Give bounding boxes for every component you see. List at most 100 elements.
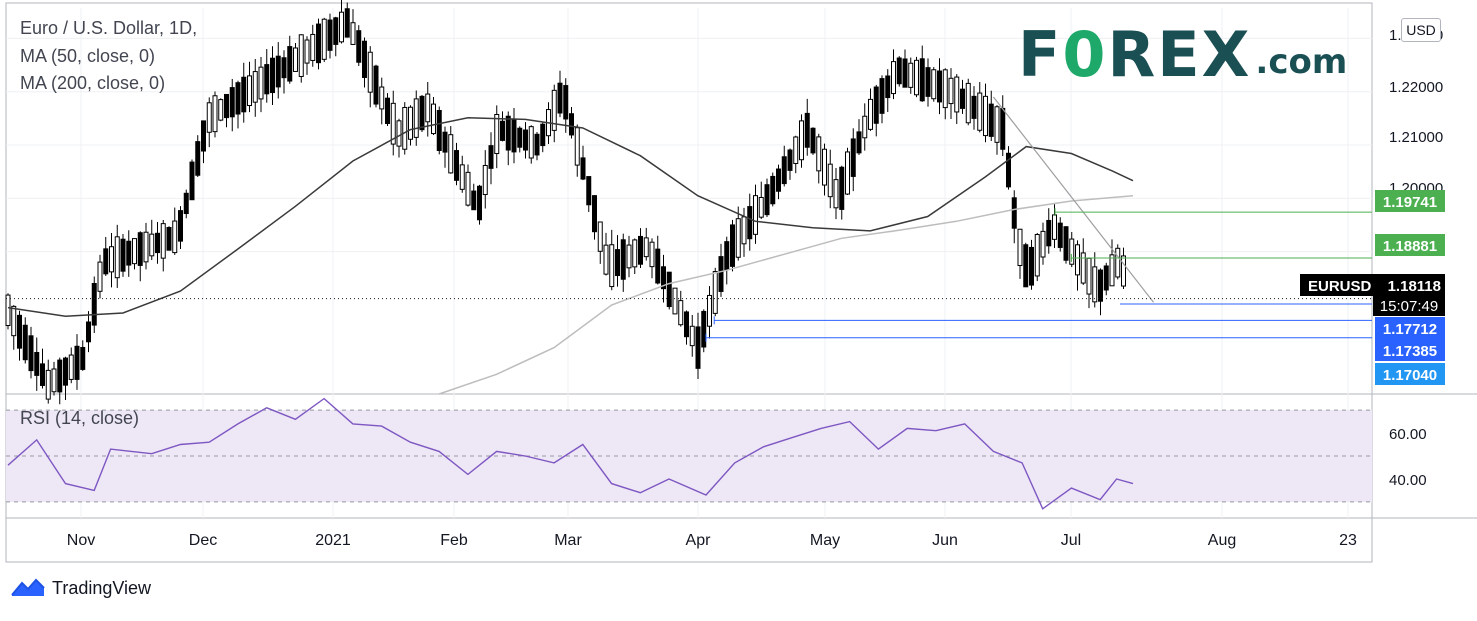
candle-up (753, 195, 758, 235)
candle-up (68, 354, 74, 380)
candle-up (1040, 230, 1046, 258)
candle-down (810, 127, 816, 154)
current-price-symbol: EURUSD (1308, 278, 1372, 295)
tradingview-branding[interactable]: TradingView (10, 577, 151, 599)
candle-up (822, 148, 827, 186)
candle-up (983, 95, 988, 137)
candle-down (569, 113, 574, 136)
legend-rsi: RSI (14, close) (20, 408, 140, 428)
candle-down (896, 57, 902, 85)
candle-down (638, 235, 643, 265)
candle-up (632, 239, 638, 268)
candle-down (189, 161, 195, 201)
candle-up (597, 221, 603, 252)
candle-up (494, 114, 500, 155)
candle-down (695, 326, 701, 369)
candle-down (517, 127, 523, 148)
candle-down (28, 335, 34, 372)
candle-down (22, 324, 28, 361)
candle-down (224, 93, 229, 119)
candle-up (379, 86, 385, 110)
candle-up (1080, 252, 1086, 284)
downtrend-line (992, 96, 1155, 303)
candle-down (540, 123, 546, 147)
candle-down (195, 141, 201, 176)
candle-up (862, 115, 868, 139)
candle-up (942, 69, 948, 109)
candle-up (45, 369, 51, 400)
tradingview-label: TradingView (52, 577, 152, 598)
candle-down (126, 240, 132, 266)
current-price-box (1300, 274, 1445, 296)
candle-down (557, 82, 563, 114)
candle-up (97, 261, 103, 292)
candle-down (477, 185, 482, 221)
candle-down (86, 321, 91, 343)
candle-down (287, 46, 293, 82)
candle-up (827, 163, 833, 198)
level-label-box (1375, 363, 1445, 385)
currency-badge[interactable]: USD (1401, 18, 1441, 42)
candle-up (51, 368, 57, 393)
candle-up (448, 134, 454, 174)
candle-up (5, 294, 11, 327)
candle-up (258, 66, 264, 100)
candle-up (833, 179, 839, 209)
x-tick-label: Nov (67, 532, 95, 549)
candle-up (212, 95, 218, 133)
x-tick-label: 23 (1339, 532, 1357, 549)
level-label-box (1375, 234, 1445, 256)
candle-down (764, 184, 770, 216)
candle-down (684, 311, 689, 338)
candle-up (603, 244, 609, 275)
candle-up (816, 136, 822, 172)
candle-down (718, 256, 724, 292)
candle-down (344, 8, 350, 38)
candle-down (137, 232, 143, 266)
candle-up (799, 120, 804, 161)
candle-up (1109, 254, 1115, 287)
candle-down (34, 351, 40, 376)
candle-down (500, 120, 505, 141)
candle-down (1023, 244, 1029, 288)
candle-up (758, 196, 764, 218)
candle-up (482, 164, 488, 196)
candle-up (172, 220, 178, 254)
candle-down (63, 357, 68, 386)
candle-up (1017, 228, 1023, 267)
candle-down (592, 195, 597, 233)
candle-up (459, 164, 465, 190)
candle-up (1052, 214, 1057, 240)
candle-up (1034, 233, 1040, 277)
candle-up (465, 171, 471, 206)
candle-down (1029, 246, 1034, 286)
candle-down (776, 168, 781, 192)
candle-up (218, 99, 224, 121)
candle-up (298, 34, 304, 77)
candle-up (528, 126, 534, 159)
candle-down (471, 190, 477, 211)
candle-down (362, 40, 367, 78)
candle-down (488, 145, 494, 169)
candle-down (241, 76, 247, 113)
x-tick-label: Aug (1208, 532, 1236, 549)
candle-down (166, 227, 172, 251)
candle-down (523, 129, 528, 151)
candle-down (505, 115, 511, 151)
candle-down (902, 58, 908, 88)
level-label-text: 1.17385 (1383, 343, 1437, 360)
candle-up (1092, 266, 1098, 303)
legend-ma50: MA (50, close, 0) (20, 46, 156, 66)
candle-down (620, 239, 626, 280)
candle-up (1115, 247, 1121, 278)
candle-down (787, 149, 793, 171)
y-tick-label: 1.21000 (1389, 129, 1443, 146)
candle-down (1011, 197, 1017, 229)
candle-up (1075, 244, 1080, 276)
candle-up (672, 287, 678, 315)
candle-down (1006, 152, 1011, 188)
x-tick-label: 2021 (315, 532, 351, 549)
legend-ma200: MA (200, close, 0) (20, 73, 166, 93)
candle-down (586, 176, 592, 206)
